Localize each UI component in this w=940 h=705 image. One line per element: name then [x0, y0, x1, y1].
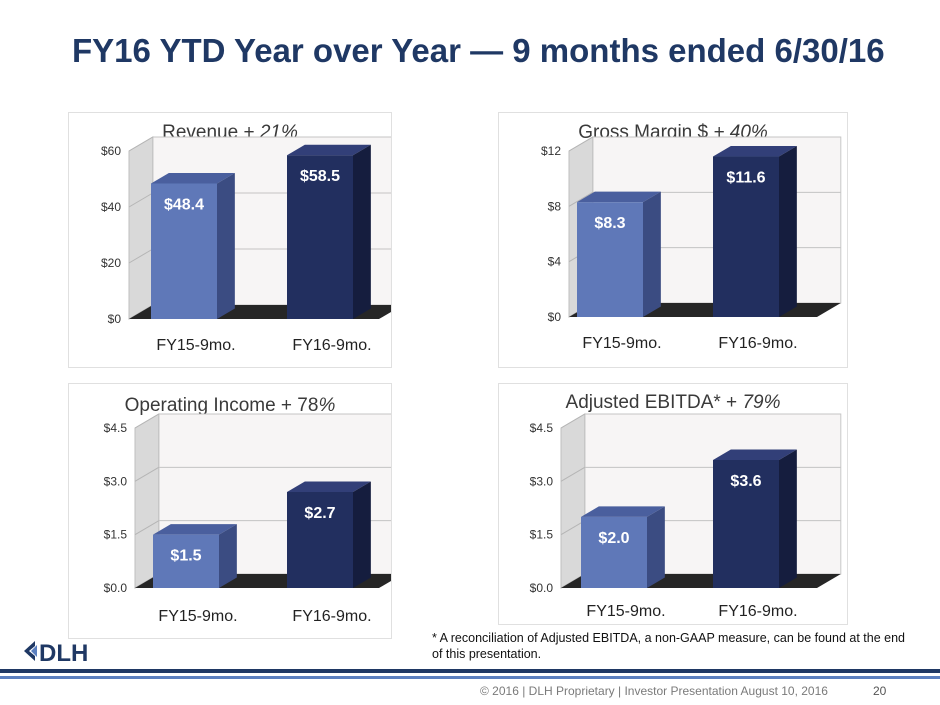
side-wall [128, 136, 154, 320]
category-label: FY16-9mo. [718, 603, 797, 620]
bar-side [643, 191, 661, 317]
chart-title-text: Adjusted EBITDA* + [565, 392, 743, 413]
y-tick-label: $12 [541, 144, 561, 158]
gridline-side [128, 248, 154, 264]
y-tick-label: $4 [548, 255, 562, 269]
bar-front [287, 155, 353, 319]
logo-text: DLH [39, 640, 88, 664]
bar-side [353, 144, 371, 319]
bar-side [779, 146, 797, 317]
footer-rule-dark [0, 669, 940, 673]
bar-top [151, 172, 235, 184]
y-tick-label: $1.5 [530, 528, 554, 542]
y-tick-label: $4.5 [104, 421, 128, 435]
bar-front [287, 492, 353, 588]
y-tick-label: $8 [548, 199, 562, 213]
bar-value-label: $2.7 [304, 505, 335, 522]
y-tick-label: $60 [101, 144, 121, 158]
page-number: 20 [873, 684, 887, 698]
bar-front [153, 534, 219, 588]
gridline-side [560, 520, 586, 536]
y-tick-label: $3.0 [104, 474, 128, 488]
bar-top [287, 144, 371, 156]
gridline-side [568, 136, 594, 152]
gridline-side [128, 192, 154, 208]
bar-side [219, 524, 237, 588]
gridline-side [134, 466, 160, 482]
y-tick-label: $40 [101, 200, 121, 214]
y-tick-label: $1.5 [104, 528, 128, 542]
bar-top [713, 146, 797, 157]
revenue-chart-panel: Revenue + 21% $0 $20 $40 $60 $48.4 FY15-9mo. $… [68, 112, 392, 368]
footer-rule-light [0, 676, 940, 679]
gridline-side [560, 466, 586, 482]
operating-income-chart: $0.0 $1.5 $3.0 $4.5 $1.5 FY15-9mo. $2.7 FY16-9m… [104, 413, 391, 625]
chart-title-change: 79% [742, 392, 781, 413]
gross-margin-chart: $0 $4 $8 $12 $8.3 FY15-9mo. $11.6 FY16-9mo. [541, 136, 842, 352]
bar-top [287, 481, 371, 492]
bar-top [153, 524, 237, 535]
bar-value-label: $3.6 [730, 473, 761, 490]
y-tick-label: $0.0 [104, 581, 128, 595]
gridline-side [128, 136, 154, 152]
gridline-side [134, 413, 160, 429]
bar-value-label: $1.5 [170, 548, 201, 565]
bar-value-label: $8.3 [594, 215, 625, 232]
category-label: FY15-9mo. [158, 608, 237, 625]
y-tick-label: $3.0 [530, 474, 554, 488]
revenue-chart: $0 $20 $40 $60 $48.4 FY15-9mo. $58.5 FY16-9mo. [101, 136, 391, 354]
bar-front [581, 516, 647, 588]
category-label: FY15-9mo. [586, 603, 665, 620]
y-tick-label: $0 [548, 310, 562, 324]
adjusted-ebitda-chart: $0.0 $1.5 $3.0 $4.5 $2.0 FY15-9mo. $3.6 FY16-9m… [530, 413, 842, 620]
operating-income-chart-panel: Operating Income + 78% $0.0 $1.5 $3.0 $4.5 $… [68, 383, 392, 639]
bar-value-label: $58.5 [300, 168, 340, 185]
bar-top [577, 191, 661, 203]
logo-chevron-inner-icon [31, 645, 37, 657]
bar-top [581, 506, 665, 517]
gridline-side [568, 191, 594, 207]
footer-text: © 2016 | DLH Proprietary | Investor Pres… [480, 684, 828, 698]
slide-title: FY16 YTD Year over Year — 9 months ended… [72, 32, 885, 69]
gridline-side [134, 520, 160, 536]
chart-title: Adjusted EBITDA* + 79% [499, 392, 847, 414]
chart-title-change: % [318, 395, 336, 416]
category-label: FY15-9mo. [156, 337, 235, 354]
category-label: FY16-9mo. [292, 337, 371, 354]
bar-side [647, 506, 665, 588]
category-label: FY16-9mo. [292, 608, 371, 625]
logo-chevron-icon [24, 641, 35, 661]
dlh-logo: DLH [24, 640, 88, 664]
y-tick-label: $0 [108, 312, 122, 326]
bar-top [713, 449, 797, 460]
category-label: FY15-9mo. [582, 335, 661, 352]
bar-front [577, 202, 643, 317]
gridline-side [560, 413, 586, 429]
category-label: FY16-9mo. [718, 335, 797, 352]
bar-side [217, 172, 235, 319]
gross-margin-chart-panel: Gross Margin $ + 40% $0 $4 $8 $12 $8.3 FY15-9… [498, 112, 848, 368]
bar-value-label: $2.0 [598, 530, 629, 547]
bar-value-label: $11.6 [726, 170, 765, 187]
chart-title-text: Operating Income + 78 [124, 395, 319, 416]
gridline-side [128, 304, 154, 320]
bar-side [779, 449, 797, 588]
bar-front [713, 460, 779, 588]
footnote: * A reconciliation of Adjusted EBITDA, a… [432, 631, 905, 661]
bar-front [713, 156, 779, 317]
adjusted-ebitda-chart-panel: Adjusted EBITDA* + 79% $0.0 $1.5 $3.0 $4.5 $… [498, 383, 848, 625]
y-tick-label: $0.0 [530, 581, 554, 595]
bar-front [151, 183, 217, 319]
chart-title: Operating Income + 78% [69, 395, 391, 417]
y-tick-label: $20 [101, 256, 121, 270]
bar-value-label: $48.4 [164, 196, 204, 213]
bar-side [353, 481, 371, 588]
y-tick-label: $4.5 [530, 421, 554, 435]
